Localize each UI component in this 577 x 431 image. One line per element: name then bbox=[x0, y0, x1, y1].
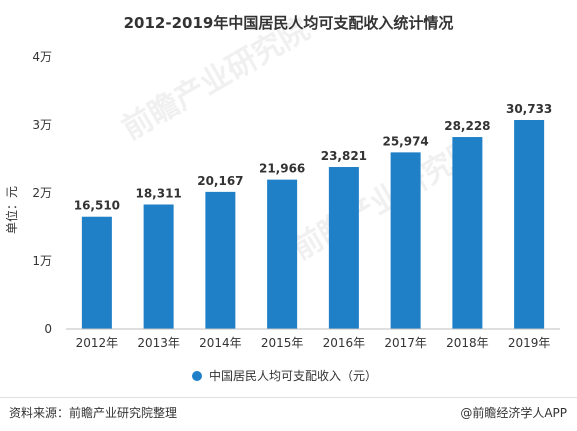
x-axis: 2012年 2013年 2014年 2015年 2016年 2017年 2018年 2019年 bbox=[76, 336, 551, 350]
bar bbox=[514, 120, 545, 330]
x-tick-label: 2019年 bbox=[508, 336, 551, 350]
data-label: 16,510 bbox=[74, 199, 120, 213]
x-tick-label: 2018年 bbox=[446, 336, 489, 350]
bar bbox=[452, 137, 483, 329]
source-note: 资料来源：前瞻产业研究院整理 bbox=[9, 406, 178, 420]
credit-note: @前瞻经济学人APP bbox=[460, 406, 567, 420]
y-tick-label: 1万 bbox=[32, 254, 52, 268]
y-tick-label: 4万 bbox=[32, 50, 52, 64]
data-label: 20,167 bbox=[197, 174, 243, 188]
bar bbox=[390, 152, 421, 329]
bars bbox=[81, 120, 545, 330]
y-tick-label: 0 bbox=[44, 322, 52, 336]
bar bbox=[81, 216, 112, 329]
data-label: 21,966 bbox=[259, 162, 305, 176]
x-tick-label: 2014年 bbox=[199, 336, 242, 350]
chart-title: 2012-2019年中国居民人均可支配收入统计情况 bbox=[123, 14, 454, 32]
bar bbox=[205, 191, 236, 329]
data-label: 28,228 bbox=[444, 119, 490, 133]
legend: 中国居民人均可支配收入（元） bbox=[192, 368, 377, 383]
bar bbox=[267, 179, 298, 329]
x-tick-label: 2017年 bbox=[384, 336, 427, 350]
y-tick-label: 2万 bbox=[32, 186, 52, 200]
data-label: 23,821 bbox=[321, 149, 367, 163]
y-axis: 0 1万 2万 3万 4万 bbox=[32, 50, 52, 336]
watermark-text-1: 前瞻产业研究院 bbox=[117, 12, 316, 147]
x-tick-label: 2012年 bbox=[76, 336, 119, 350]
x-tick-label: 2016年 bbox=[323, 336, 366, 350]
footer-divider bbox=[0, 397, 577, 398]
x-tick-label: 2015年 bbox=[261, 336, 304, 350]
data-label: 30,733 bbox=[506, 102, 552, 116]
y-axis-title: 单位：元 bbox=[4, 186, 19, 234]
y-tick-label: 3万 bbox=[32, 118, 52, 132]
data-label: 25,974 bbox=[382, 134, 428, 148]
data-label: 18,311 bbox=[135, 186, 181, 200]
x-tick-label: 2013年 bbox=[137, 336, 180, 350]
legend-marker bbox=[192, 371, 202, 381]
legend-label: 中国居民人均可支配收入（元） bbox=[209, 368, 377, 383]
bar bbox=[328, 167, 359, 329]
bar bbox=[143, 204, 174, 329]
data-labels: 16,510 18,311 20,167 21,966 23,821 25,974 28,2… bbox=[74, 102, 553, 213]
